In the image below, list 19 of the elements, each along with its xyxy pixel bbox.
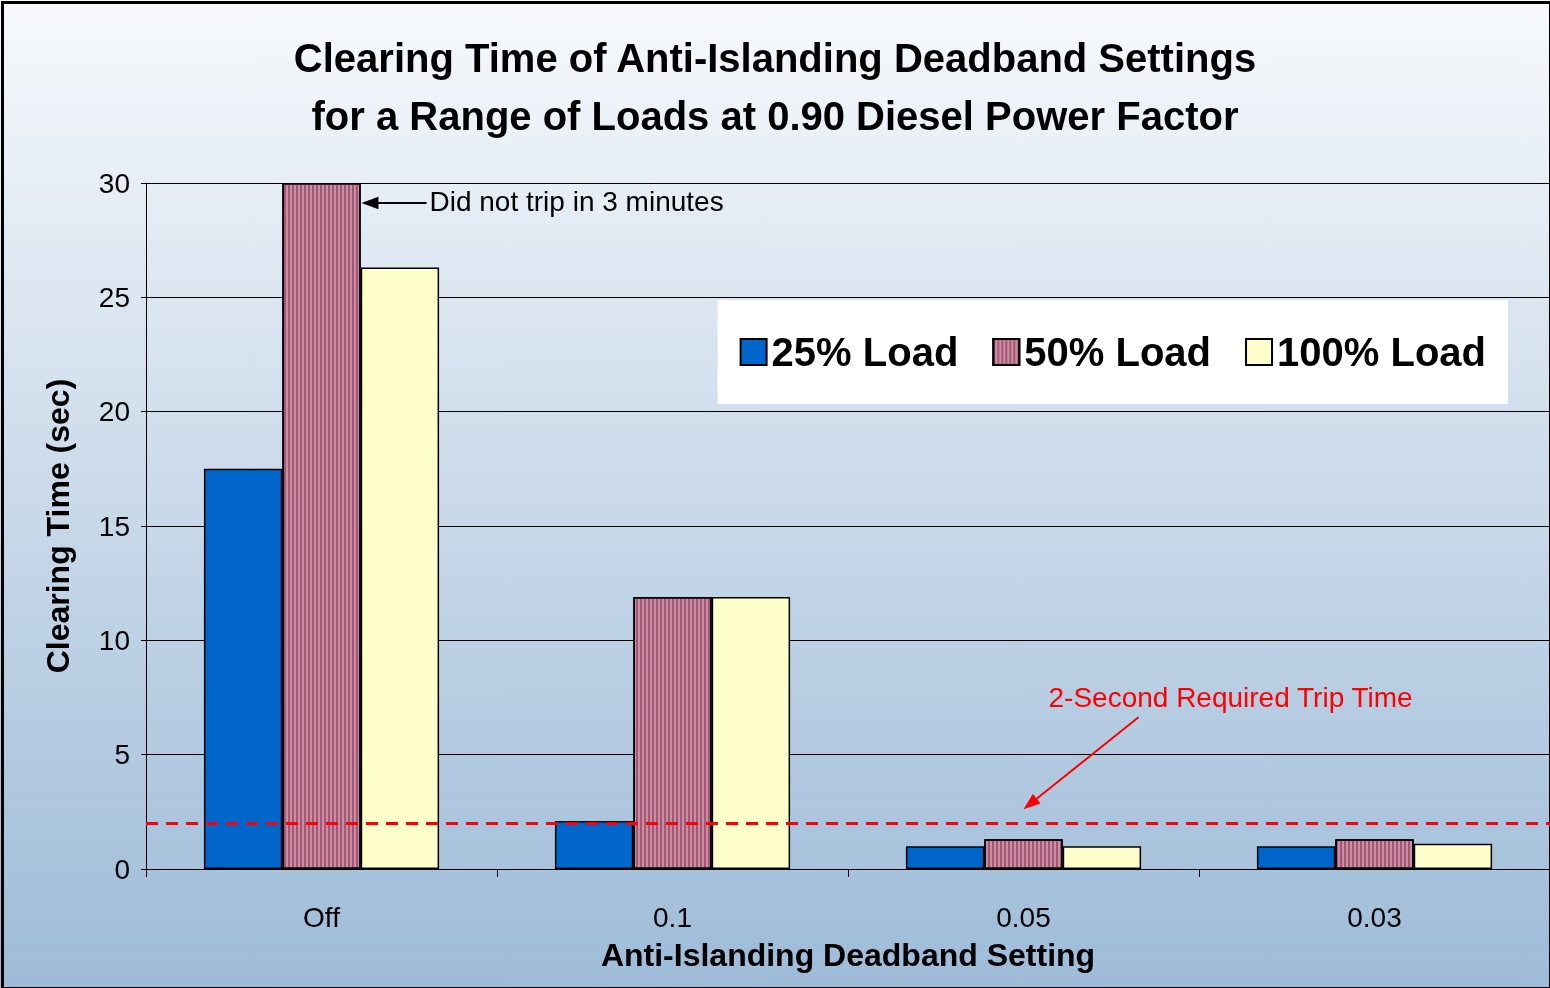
x-axis-title: Anti-Islanding Deadband Setting [600, 937, 1096, 973]
y-tick-label: 20 [98, 396, 130, 428]
y-tick-label: 30 [98, 167, 130, 199]
y-tick-label: 25 [98, 281, 130, 313]
ref-line-label: 2-Second Required Trip Time [1048, 681, 1413, 713]
annotation: Did not trip in 3 minutes [429, 185, 724, 217]
y-tick-label: 10 [98, 624, 130, 656]
x-tick-label: 0.1 [653, 901, 692, 933]
legend-label: 25% Load [771, 330, 959, 374]
y-axis-title: Clearing Time (sec) [40, 378, 76, 674]
legend-label: 50% Load [1024, 330, 1212, 374]
chart-title: Clearing Time of Anti-Islanding Deadband Settings for a Range of Loads at 0.90 Diesel Power Factor [293, 36, 1257, 138]
y-tick-label: 15 [98, 510, 130, 542]
x-tick-label: 0.05 [996, 901, 1051, 933]
legend-label: 100% Load [1277, 330, 1486, 374]
y-tick-label: 0 [114, 853, 130, 885]
x-tick-label: 0.03 [1347, 901, 1402, 933]
y-tick-label: 5 [114, 739, 130, 771]
x-tick-label: Off [303, 901, 341, 933]
